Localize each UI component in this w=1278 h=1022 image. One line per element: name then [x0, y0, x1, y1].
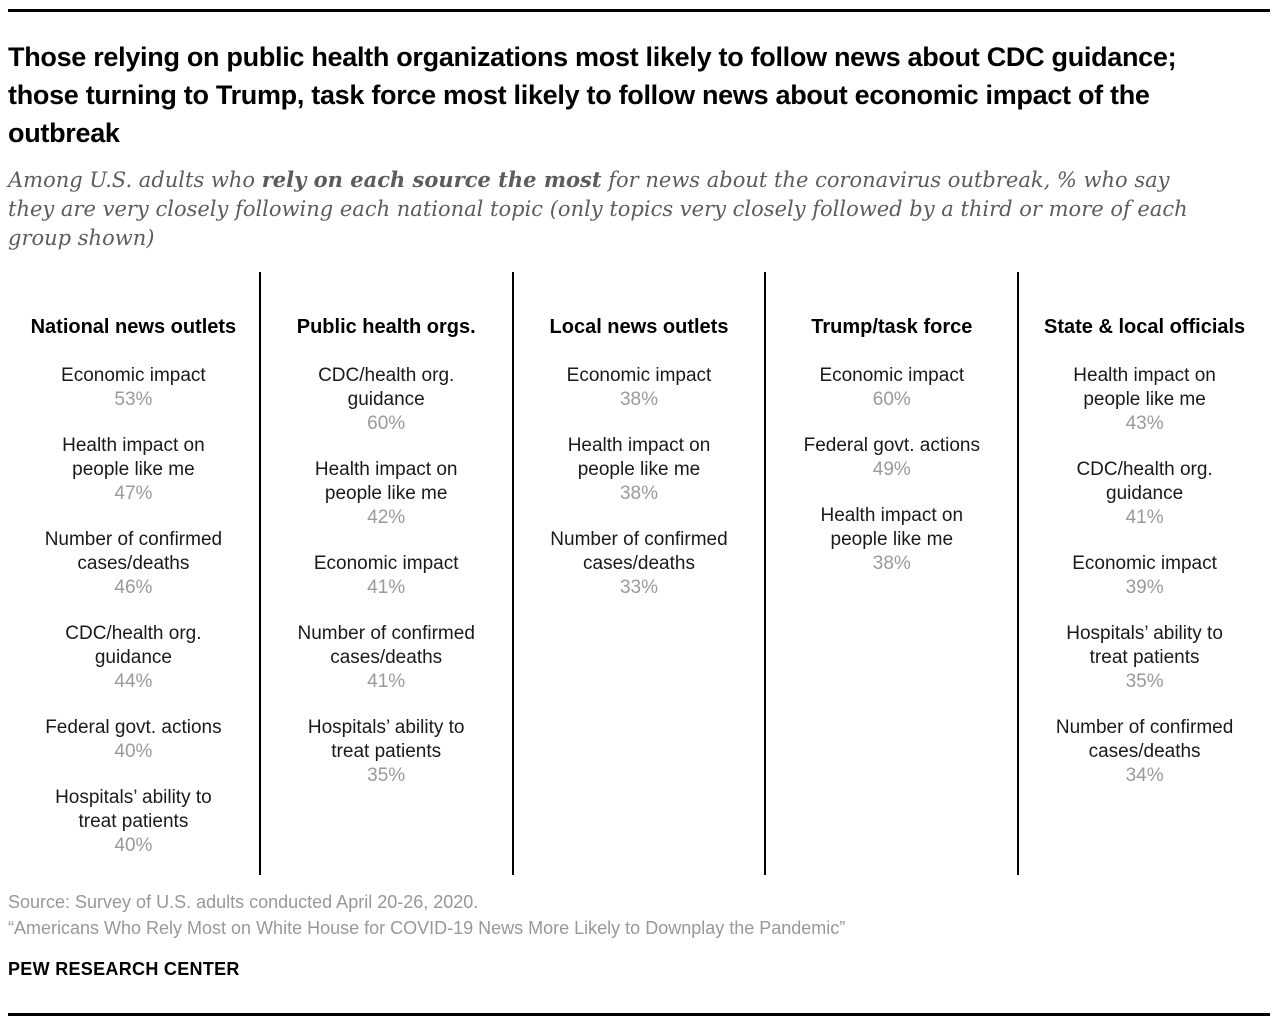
topic-percent: 35% — [367, 765, 406, 786]
topic-label: Number of confirmed cases/deaths — [44, 529, 223, 574]
topic-percent: 40% — [114, 835, 153, 856]
topic-item: Number of confirmed cases/deaths 34% — [1019, 716, 1270, 788]
topic-label: Number of confirmed cases/deaths — [550, 529, 728, 574]
topic-label: Economic impact — [566, 365, 712, 386]
topic-label: Health impact on people like me — [820, 505, 964, 550]
topic-item: Number of confirmed cases/deaths 33% — [514, 528, 765, 600]
topic-label: CDC/health org. guidance — [65, 623, 202, 668]
source-column-national-news-outlets: National news outlets Economic impact 53% H… — [8, 272, 259, 875]
topic-percent: 38% — [872, 553, 911, 574]
topic-label: Federal govt. actions — [803, 435, 980, 456]
topic-percent: 42% — [367, 507, 406, 528]
subtitle-text-prefix: Among U.S. adults who — [8, 168, 262, 192]
topic-label: CDC/health org. guidance — [1076, 459, 1213, 504]
topic-item: Federal govt. actions 49% — [766, 434, 1017, 482]
topic-label: Economic impact — [313, 553, 459, 574]
topic-percent: 43% — [1125, 413, 1164, 434]
topic-label: Economic impact — [819, 365, 965, 386]
topic-item: Health impact on people like me 38% — [766, 504, 1017, 576]
topic-label: Hospitals’ ability to treat patients — [55, 787, 212, 832]
page-title: Those relying on public health organizat… — [8, 42, 1177, 148]
column-header: Local news outlets — [549, 316, 729, 338]
topic-percent: 47% — [114, 483, 153, 504]
topic-percent: 38% — [619, 483, 658, 504]
topic-label: Health impact on people like me — [62, 435, 205, 480]
column-header: State & local officials — [1044, 316, 1246, 338]
topic-percent: 41% — [1125, 507, 1164, 528]
subtitle-bold-phrase: rely on each source the most — [261, 167, 602, 192]
topic-item: Number of confirmed cases/deaths 46% — [8, 528, 259, 600]
topic-label: Number of confirmed cases/deaths — [297, 623, 475, 668]
topic-label: Health impact on people like me — [314, 459, 458, 504]
topic-label: Hospitals’ ability to treat patients — [307, 717, 465, 762]
topic-percent: 33% — [619, 577, 658, 598]
source-column-trump-task-force: Trump/task force Economic impact 60% Federa… — [764, 272, 1017, 875]
topic-item: Economic impact 39% — [1019, 552, 1270, 600]
topic-label: Health impact on people like me — [567, 435, 711, 480]
topic-item: Hospitals’ ability to treat patients 35% — [1019, 622, 1270, 694]
topic-percent: 38% — [619, 389, 658, 410]
topic-item: Hospitals’ ability to treat patients 35% — [261, 716, 512, 788]
column-header: Public health orgs. — [296, 316, 476, 338]
topic-item: Health impact on people like me 38% — [514, 434, 765, 506]
topic-item: CDC/health org. guidance 60% — [261, 364, 512, 436]
topic-item: Economic impact 60% — [766, 364, 1017, 412]
column-header: National news outlets — [30, 316, 237, 338]
footer: Source: Survey of U.S. adults conducted … — [8, 889, 1270, 980]
topic-percent: 60% — [872, 389, 911, 410]
topic-item: Federal govt. actions 40% — [8, 716, 259, 764]
topic-label: Number of confirmed cases/deaths — [1055, 717, 1234, 762]
topic-item: Health impact on people like me 43% — [1019, 364, 1270, 436]
topic-percent: 44% — [114, 671, 153, 692]
topic-percent: 46% — [114, 577, 153, 598]
source-column-public-health-orgs: Public health orgs. CDC/health org. guida… — [258, 272, 512, 875]
topic-label: Economic impact — [1072, 553, 1217, 574]
topic-label: Economic impact — [61, 365, 206, 386]
topic-percent: 40% — [114, 741, 153, 762]
top-rule — [8, 9, 1270, 12]
source-column-state-local-officials: State & local officials Health impact on … — [1017, 272, 1270, 875]
topic-item: Hospitals’ ability to treat patients 40% — [8, 786, 259, 858]
topic-percent: 60% — [367, 413, 406, 434]
topic-percent: 41% — [367, 671, 406, 692]
topic-percent: 53% — [114, 389, 153, 410]
topic-label: Hospitals’ ability to treat patients — [1066, 623, 1223, 668]
topic-percent: 34% — [1125, 765, 1164, 786]
bottom-rule — [8, 1013, 1270, 1016]
subtitle: Among U.S. adults who rely on each sourc… — [8, 165, 1213, 253]
brand-pew-research-center: PEW RESEARCH CENTER — [8, 959, 240, 979]
topic-item: Number of confirmed cases/deaths 41% — [261, 622, 512, 694]
topic-percent: 41% — [367, 577, 406, 598]
topic-item: Health impact on people like me 42% — [261, 458, 512, 530]
source-line: Source: Survey of U.S. adults conducted … — [8, 892, 479, 912]
topic-percent: 35% — [1125, 671, 1164, 692]
topic-item: Economic impact 41% — [261, 552, 512, 600]
columns-table: National news outlets Economic impact 53% H… — [8, 272, 1270, 875]
report-title-line: “Americans Who Rely Most on White House … — [8, 918, 846, 938]
topic-percent: 49% — [872, 459, 911, 480]
topic-item: Health impact on people like me 47% — [8, 434, 259, 506]
topic-label: Health impact on people like me — [1073, 365, 1216, 410]
subtitle-text-suffix: for news about the coronavirus outbreak,… — [8, 168, 1188, 250]
topic-item: Economic impact 53% — [8, 364, 259, 412]
column-header: Trump/task force — [811, 316, 973, 338]
topic-item: Economic impact 38% — [514, 364, 765, 412]
topic-item: CDC/health org. guidance 41% — [1019, 458, 1270, 530]
topic-percent: 39% — [1125, 577, 1164, 598]
source-column-local-news-outlets: Local news outlets Economic impact 38% Heal… — [511, 272, 765, 875]
topic-item: CDC/health org. guidance 44% — [8, 622, 259, 694]
topic-label: CDC/health org. guidance — [318, 365, 455, 410]
topic-label: Federal govt. actions — [45, 717, 222, 738]
